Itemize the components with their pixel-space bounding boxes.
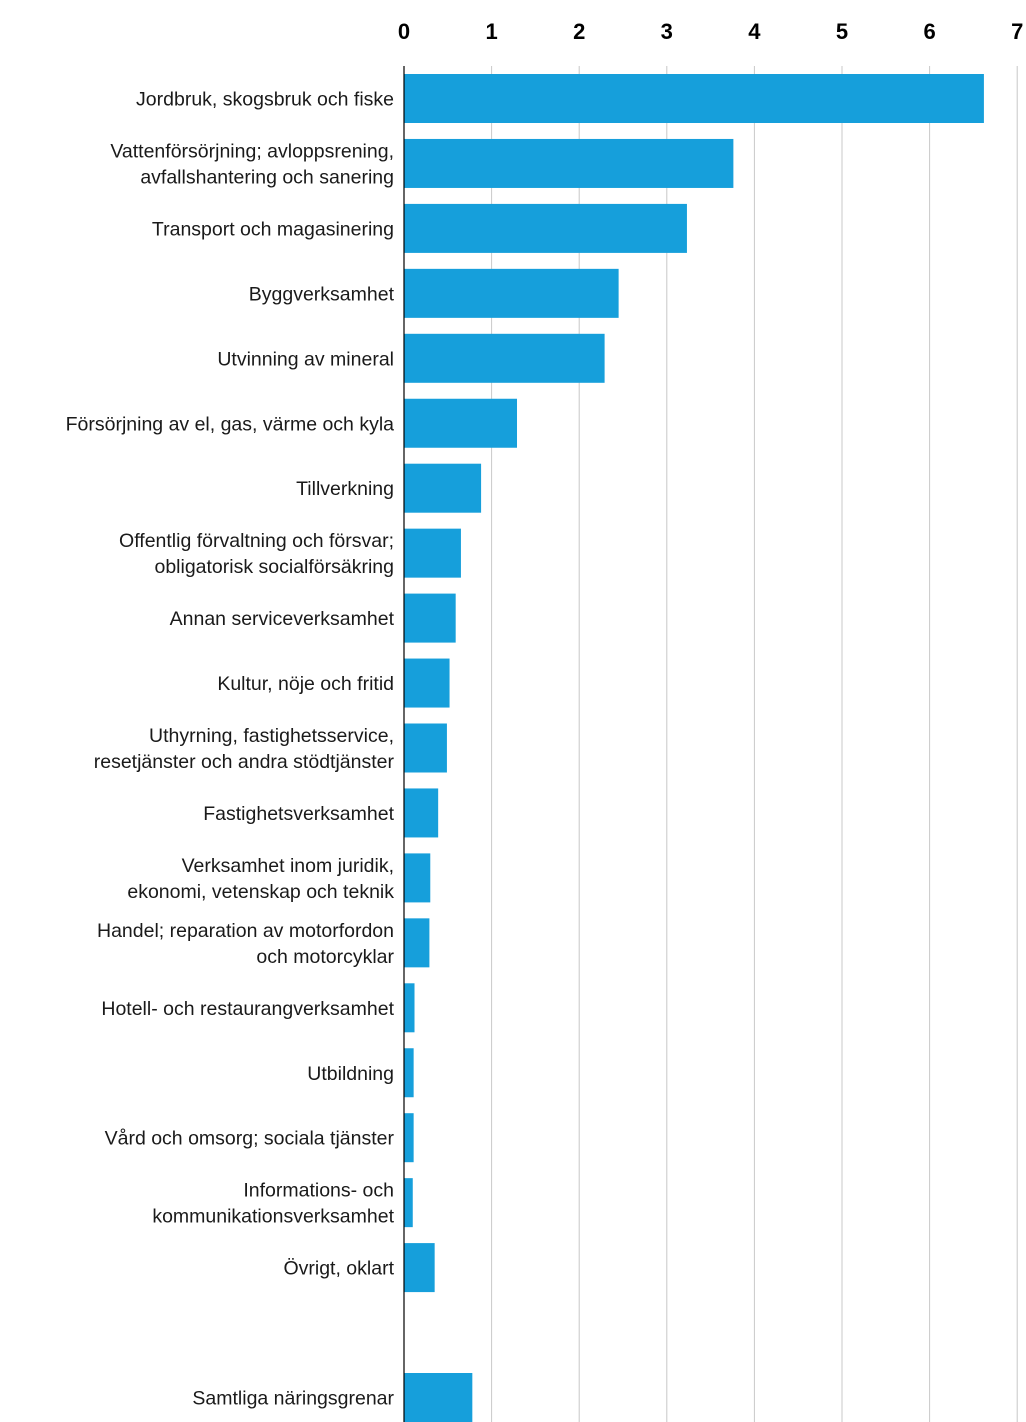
category-label: Transport och magasinering xyxy=(152,218,394,240)
bar xyxy=(404,74,984,123)
category-label-line: Annan serviceverksamhet xyxy=(170,608,395,630)
category-label-line: Informations- och xyxy=(243,1180,394,1202)
category-label: Vård och omsorg; sociala tjänster xyxy=(105,1128,395,1150)
category-label-line: Tillverkning xyxy=(296,478,394,500)
bar xyxy=(404,203,687,253)
bar xyxy=(404,918,430,968)
bar xyxy=(404,658,450,708)
bar xyxy=(404,268,619,318)
category-label: Utbildning xyxy=(307,1063,394,1085)
category-label-line: ekonomi, vetenskap och teknik xyxy=(127,881,394,903)
category-label-line: avfallshantering och sanering xyxy=(140,166,394,188)
category-label-line: Fastighetsverksamhet xyxy=(203,803,394,825)
category-label-line: Uthyrning, fastighetsservice, xyxy=(149,725,394,747)
x-tick-label: 6 xyxy=(923,19,935,44)
bar xyxy=(404,1373,473,1422)
category-label-line: Försörjning av el, gas, värme och kyla xyxy=(66,413,395,435)
x-tick-label: 5 xyxy=(836,19,848,44)
bars xyxy=(404,74,984,1422)
category-label: Informations- och kommunikationsverksamhe… xyxy=(152,1180,394,1228)
bar xyxy=(404,138,734,188)
bar xyxy=(404,528,461,578)
category-label-line: Utbildning xyxy=(307,1063,394,1085)
category-label: Verksamhet inom juridik, ekonomi, vetensk… xyxy=(127,855,394,903)
category-label: Kultur, nöje och fritid xyxy=(217,673,394,695)
bar xyxy=(404,593,456,643)
category-label-line: Jordbruk, skogsbruk och fiske xyxy=(136,89,394,111)
category-label: Tillverkning xyxy=(296,478,394,500)
category-label: Offentlig förvaltning och försvar; obliga… xyxy=(119,530,394,578)
category-label: Vattenförsörjning; avloppsrening, avfalls… xyxy=(110,140,394,188)
category-label-line: Samtliga näringsgrenar xyxy=(192,1388,394,1410)
x-tick-label: 4 xyxy=(748,19,761,44)
category-label-line: och motorcyklar xyxy=(256,946,394,968)
category-label-line: Hotell- och restaurangverksamhet xyxy=(101,998,394,1020)
category-label-line: Handel; reparation av motorfordon xyxy=(97,920,394,942)
bar xyxy=(404,723,447,773)
x-axis-ticks: 0 1 2 3 4 5 6 7 xyxy=(398,19,1023,44)
category-label: Fastighetsverksamhet xyxy=(203,803,394,825)
bar xyxy=(404,1113,414,1163)
category-label-line: Utvinning av mineral xyxy=(217,348,394,370)
category-label: Försörjning av el, gas, värme och kyla xyxy=(66,413,395,435)
category-label: Uthyrning, fastighetsservice, resetjänste… xyxy=(94,725,395,773)
category-label: Hotell- och restaurangverksamhet xyxy=(101,998,394,1020)
category-label: Byggverksamhet xyxy=(249,283,395,305)
bar xyxy=(404,463,482,513)
category-label-line: Byggverksamhet xyxy=(249,283,395,305)
category-label-line: Övrigt, oklart xyxy=(283,1258,394,1280)
category-label: Jordbruk, skogsbruk och fiske xyxy=(136,89,394,111)
category-label-line: Verksamhet inom juridik, xyxy=(182,855,394,877)
x-tick-label: 7 xyxy=(1011,19,1023,44)
category-label-line: resetjänster och andra stödtjänster xyxy=(94,751,395,773)
category-label: Annan serviceverksamhet xyxy=(170,608,395,630)
category-label: Samtliga näringsgrenar xyxy=(192,1388,394,1410)
x-tick-label: 3 xyxy=(661,19,673,44)
x-tick-label: 2 xyxy=(573,19,585,44)
bar xyxy=(404,853,431,903)
category-label: Övrigt, oklart xyxy=(283,1258,394,1280)
bar xyxy=(404,398,518,448)
bar xyxy=(404,1048,414,1098)
category-label-line: kommunikationsverksamhet xyxy=(152,1206,394,1228)
x-tick-label: 0 xyxy=(398,19,410,44)
category-label: Utvinning av mineral xyxy=(217,348,394,370)
bar xyxy=(404,788,439,838)
category-label-line: Offentlig förvaltning och försvar; xyxy=(119,530,394,552)
bar xyxy=(404,1178,413,1228)
bar xyxy=(404,333,605,383)
category-labels: Jordbruk, skogsbruk och fiske Vattenförsö… xyxy=(66,89,395,1410)
category-label-line: obligatorisk socialförsäkring xyxy=(154,556,394,578)
category-label-line: Transport och magasinering xyxy=(152,218,394,240)
x-tick-label: 1 xyxy=(485,19,497,44)
category-label-line: Kultur, nöje och fritid xyxy=(217,673,394,695)
category-label-line: Vattenförsörjning; avloppsrening, xyxy=(110,140,394,162)
bar xyxy=(404,1243,435,1293)
category-label: Handel; reparation av motorfordon och mot… xyxy=(97,920,395,968)
bar xyxy=(404,983,415,1033)
category-label-line: Vård och omsorg; sociala tjänster xyxy=(105,1128,395,1150)
